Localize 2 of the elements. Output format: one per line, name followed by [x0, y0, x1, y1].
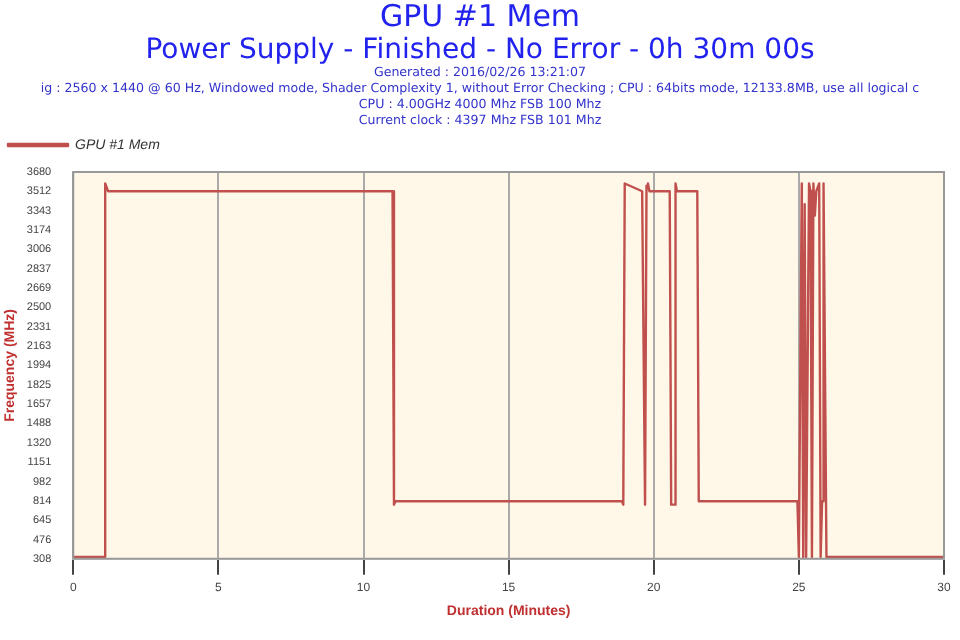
chart-title: GPU #1 Mem	[377, 0, 583, 34]
chart-subtitle: Power Supply - Finished - No Error - 0h 30m 00s	[143, 34, 817, 66]
